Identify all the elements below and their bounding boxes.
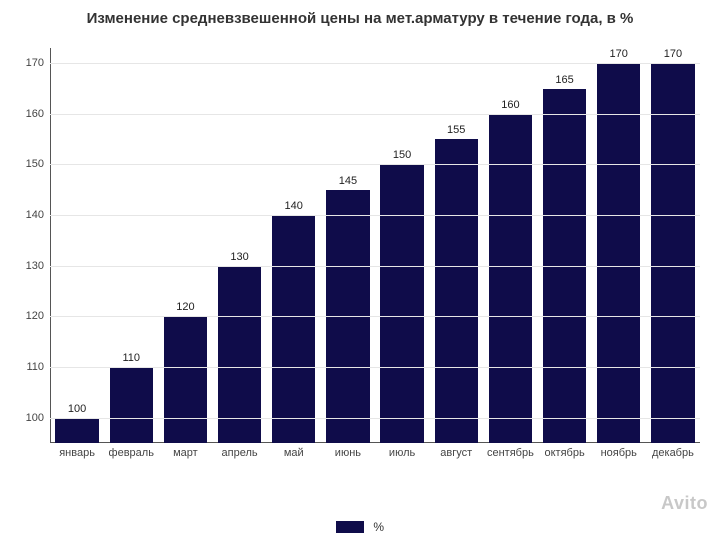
bar-value-label: 160	[501, 99, 519, 111]
x-tick-label: декабрь	[652, 447, 694, 459]
chart-container: Изменение средневзвешенной цены на мет.а…	[0, 0, 720, 540]
y-tick-label: 130	[26, 260, 50, 272]
bar-value-label: 110	[122, 352, 140, 364]
bar: 110	[110, 367, 153, 443]
bar: 155	[435, 139, 478, 443]
plot-area: 100январь110февраль120март130апрель140ма…	[50, 48, 700, 443]
y-tick-label: 140	[26, 209, 50, 221]
y-tick-label: 110	[26, 361, 50, 373]
x-tick-label: март	[173, 447, 198, 459]
bar-value-label: 150	[393, 149, 411, 161]
x-tick-label: май	[284, 447, 304, 459]
x-tick-label: июль	[389, 447, 415, 459]
legend-label: %	[373, 520, 384, 534]
bar-slot: 120март	[158, 48, 212, 443]
bar-value-label: 140	[285, 200, 303, 212]
bar: 170	[597, 63, 640, 443]
bar: 120	[164, 316, 207, 443]
y-tick-label: 160	[26, 108, 50, 120]
legend: %	[0, 519, 720, 534]
x-tick-label: октябрь	[544, 447, 584, 459]
y-tick-label: 170	[26, 57, 50, 69]
bar-slot: 100январь	[50, 48, 104, 443]
grid-line	[50, 316, 700, 317]
grid-line	[50, 114, 700, 115]
bar-slot: 170ноябрь	[592, 48, 646, 443]
grid-line	[50, 266, 700, 267]
bar-slot: 150июль	[375, 48, 429, 443]
bar-slot: 145июнь	[321, 48, 375, 443]
chart-title: Изменение средневзвешенной цены на мет.а…	[0, 10, 720, 27]
x-tick-label: апрель	[222, 447, 258, 459]
x-tick-label: ноябрь	[601, 447, 637, 459]
x-tick-label: январь	[59, 447, 95, 459]
grid-line	[50, 63, 700, 64]
bar: 130	[218, 266, 261, 443]
bar-slot: 165октябрь	[538, 48, 592, 443]
bar-value-label: 120	[176, 301, 194, 313]
x-tick-label: сентябрь	[487, 447, 534, 459]
bar-value-label: 145	[339, 175, 357, 187]
bar-slot: 155август	[429, 48, 483, 443]
bar: 170	[651, 63, 694, 443]
y-tick-label: 100	[26, 412, 50, 424]
grid-line	[50, 367, 700, 368]
bars-layer: 100январь110февраль120март130апрель140ма…	[50, 48, 700, 443]
bar: 140	[272, 215, 315, 443]
x-tick-label: август	[440, 447, 472, 459]
bar-value-label: 170	[610, 48, 628, 60]
bar-slot: 110февраль	[104, 48, 158, 443]
bar-slot: 170декабрь	[646, 48, 700, 443]
bar-slot: 140май	[267, 48, 321, 443]
bar-value-label: 155	[447, 124, 465, 136]
bar-value-label: 130	[230, 251, 248, 263]
bar-slot: 160сентябрь	[483, 48, 537, 443]
legend-swatch	[336, 521, 364, 533]
bar-value-label: 170	[664, 48, 682, 60]
bar-slot: 130апрель	[213, 48, 267, 443]
bar-value-label: 165	[555, 74, 573, 86]
y-tick-label: 120	[26, 310, 50, 322]
grid-line	[50, 215, 700, 216]
bar: 100	[55, 418, 98, 443]
watermark: Avito	[661, 493, 708, 514]
y-tick-label: 150	[26, 158, 50, 170]
x-tick-label: июнь	[335, 447, 361, 459]
grid-line	[50, 164, 700, 165]
x-tick-label: февраль	[109, 447, 154, 459]
bar: 160	[489, 114, 532, 443]
bar-value-label: 100	[68, 403, 86, 415]
bar: 150	[380, 164, 423, 443]
grid-line	[50, 418, 700, 419]
